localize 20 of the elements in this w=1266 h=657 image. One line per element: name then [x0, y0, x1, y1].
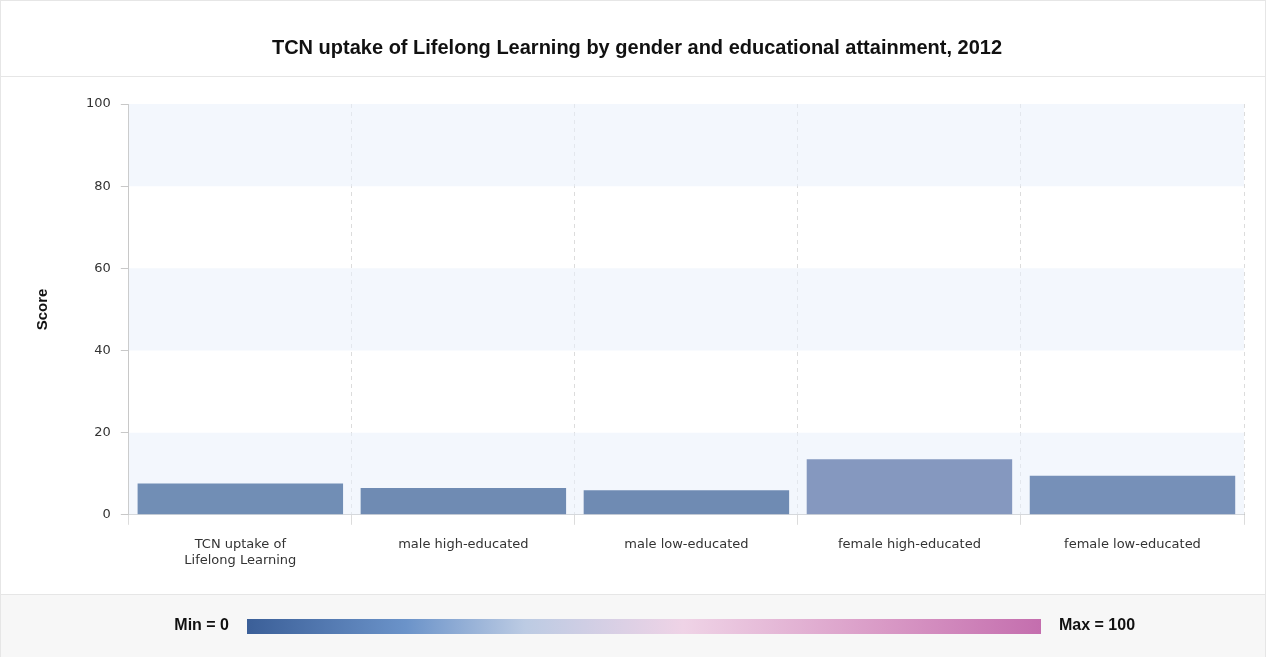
bar: [583, 490, 790, 515]
y-tick-label: 60: [94, 259, 111, 275]
y-tick-label: 100: [85, 95, 111, 111]
chart-title: TCN uptake of Lifelong Learning by gender and educational attainment, 2012: [271, 35, 1003, 58]
x-tick-label: male high-educated: [398, 535, 529, 551]
y-tick-label: 40: [94, 341, 111, 357]
y-tick-label: 80: [94, 177, 111, 193]
x-tick-label: female low-educated: [1064, 535, 1201, 551]
bar: [806, 459, 1013, 515]
y-tick-label: 0: [102, 506, 111, 522]
y-tick-label: 20: [94, 424, 111, 440]
y-axis-title: Score: [33, 288, 51, 331]
bar: [360, 488, 567, 515]
x-tick-label: male low-educated: [624, 535, 749, 551]
bar: [1029, 475, 1236, 515]
x-tick-label: female high-educated: [837, 535, 981, 551]
text: Min = 0: [174, 616, 229, 634]
text: Max = 100: [1059, 616, 1136, 634]
x-tick-label: TCN uptake of Lifelong Learning: [184, 535, 297, 567]
bar: [137, 483, 344, 515]
